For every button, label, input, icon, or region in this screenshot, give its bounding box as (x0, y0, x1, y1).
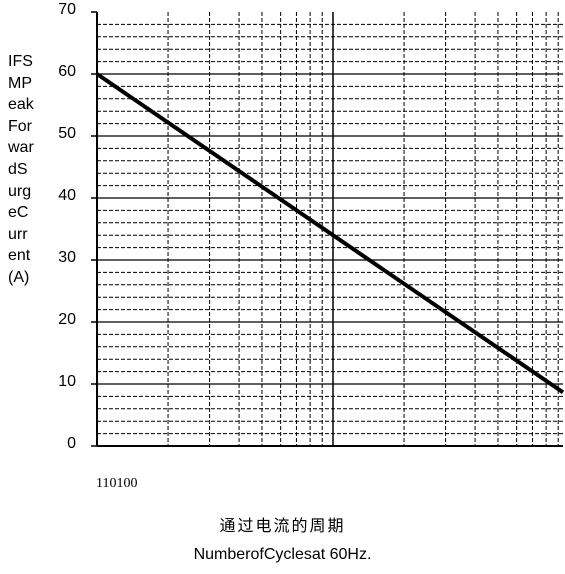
y-axis-label-line: IFS (8, 53, 33, 70)
y-tick-label: 60 (58, 63, 76, 80)
x-tick-labels: 110100 (96, 476, 138, 491)
x-axis-title-chinese: 通过电流的周期 (219, 516, 346, 535)
y-axis-label-line: dS (8, 161, 28, 178)
y-tick-label: 40 (58, 187, 76, 204)
y-axis-label-line: urg (8, 182, 32, 200)
x-axis-title: NumberofCyclesat 60Hz. (193, 546, 372, 563)
y-tick-label: 0 (67, 435, 76, 452)
y-axis-label-line: war (8, 139, 34, 157)
y-tick-label: 10 (58, 373, 76, 390)
y-axis-label-line: eC (8, 204, 29, 222)
y-tick-label: 20 (58, 311, 76, 328)
y-tick-label: 30 (58, 249, 76, 266)
y-axis-label-line: urr (8, 225, 28, 243)
y-axis-label-line: For (8, 117, 32, 135)
y-tick-label: 50 (58, 125, 76, 142)
series-line (95, 72, 565, 394)
y-axis-label-line: eak (8, 96, 34, 114)
y-axis-label-line: MP (8, 74, 32, 92)
y-tick-label: 70 (58, 1, 76, 18)
y-axis-label-line: ent (8, 247, 31, 265)
y-axis-label-line: (A) (8, 269, 30, 286)
